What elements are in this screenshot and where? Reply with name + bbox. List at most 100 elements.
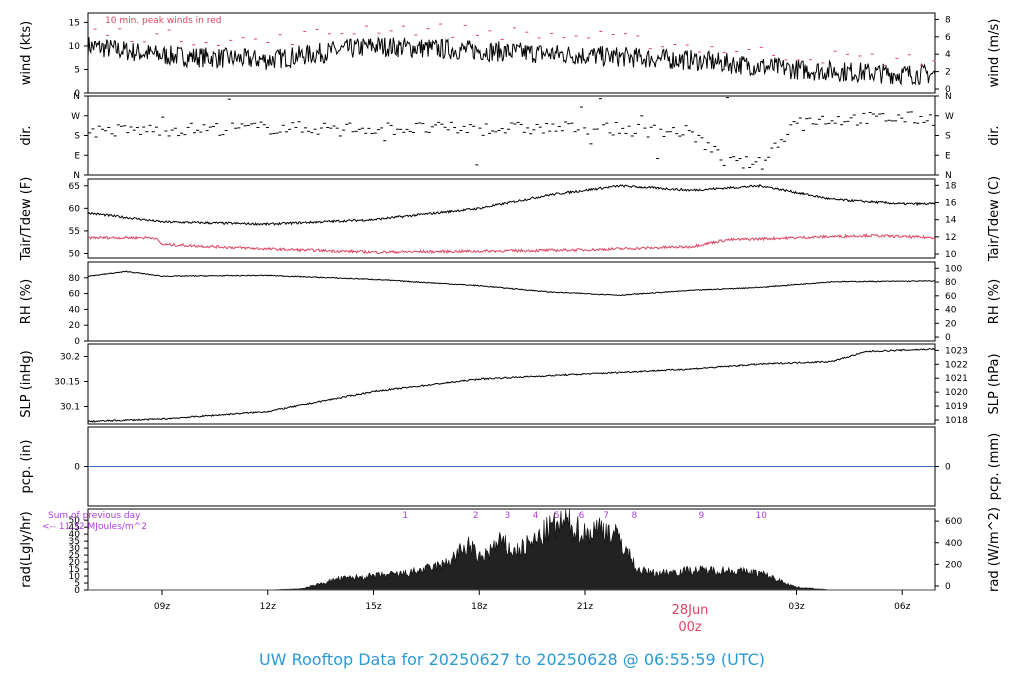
rad-hour-marker: 1	[402, 511, 408, 521]
wind-ylabel: wind (kts)	[19, 21, 34, 85]
dir-frame	[87, 95, 936, 176]
rh-ytick-right-label: 100	[945, 264, 962, 274]
dir-ylabel-right: dir.	[987, 125, 1002, 145]
temp-ytick-right-label: 18	[945, 181, 957, 191]
temp-ylabel-right: Tair/Tdew (C)	[987, 176, 1002, 262]
wind-ylabel-right: wind (m/s)	[987, 19, 1002, 88]
rad-ytick-label: 5	[74, 579, 80, 589]
temp-ytick-right-label: 16	[945, 199, 957, 209]
slp-ylabel: SLP (inHg)	[19, 350, 34, 418]
slp-ytick-right-label: 1020	[945, 388, 968, 398]
rh-ytick-right-label: 40	[945, 306, 957, 316]
x-tick-label: 06z	[894, 602, 910, 612]
rad-ylabel: rad(Lgly/hr)	[19, 511, 34, 587]
x-tick-label: 18z	[471, 602, 487, 612]
rh-ytick-label: 40	[69, 305, 81, 315]
temp-ytick-label: 60	[69, 204, 81, 214]
slp-ytick-right-label: 1021	[945, 374, 968, 384]
rad-hour-marker: 7	[603, 511, 609, 521]
dir-ylabel: dir.	[19, 125, 34, 145]
dir-ytick-right-label: N	[945, 92, 952, 102]
rad-ytick-label: 20	[69, 558, 81, 568]
x-tick-label: 12z	[260, 602, 276, 612]
panel-wind: wind (kts) wind (m/s) 0 5 10 15 0 2 4 6 8 10 min. p…	[19, 12, 1002, 99]
temp-ytick-right-label: 14	[945, 216, 957, 226]
wind-wind-line	[87, 36, 936, 86]
panel-temp: Tair/Tdew (F) Tair/Tdew (C) 50 55 60 65 10 12 14…	[19, 176, 1002, 262]
page-title: UW Rooftop Data for 20250627 to 20250628…	[259, 650, 765, 669]
wind-ytick-label: 5	[74, 65, 80, 75]
rad-ytick-label: 30	[69, 544, 81, 554]
dir-ytick-right-label: N	[945, 171, 952, 181]
rad-ylabel-right: rad (W/m^2)	[987, 507, 1002, 592]
temp-frame	[87, 178, 936, 259]
temp-ytick-right-label: 12	[945, 233, 956, 243]
temp-tdew-line	[87, 232, 936, 255]
slp-ytick-right-label: 1019	[945, 402, 968, 412]
pcp-ylabel: pcp. (in)	[19, 440, 34, 494]
slp-ytick-label: 30.15	[54, 378, 80, 388]
day-marker-date: 28Jun	[672, 603, 709, 618]
rad-hour-marker: 6	[579, 511, 585, 521]
rad-ytick-label: 40	[69, 530, 81, 540]
wind-annotation: 10 min. peak winds in red	[105, 16, 222, 26]
x-tick-label: 21z	[577, 602, 593, 612]
dir-ytick-label: W	[71, 112, 80, 122]
rh-ytick-right-label: 0	[945, 333, 951, 343]
rad-ytick-right-label: 0	[945, 582, 951, 592]
wind-ytick-label: 10	[69, 42, 81, 52]
rh-ylabel-right: RH (%)	[987, 279, 1002, 324]
x-tick-label: 15z	[365, 602, 381, 612]
wind-ytick-label: 0	[74, 89, 80, 99]
dir-ytick-label: N	[73, 171, 80, 181]
x-tick-label: 03z	[788, 602, 804, 612]
wind-ytick-right-label: 8	[945, 15, 951, 25]
rad-ytick-label: 45	[69, 523, 80, 533]
dir-ytick-label: N	[73, 92, 80, 102]
temp-ytick-right-label: 10	[945, 250, 957, 260]
rh-ytick-label: 80	[69, 274, 81, 284]
temp-ylabel: Tair/Tdew (F)	[19, 177, 34, 262]
rh-ylabel: RH (%)	[19, 279, 34, 324]
temp-ytick-label: 55	[69, 227, 80, 237]
rad-ytick-label: 0	[74, 586, 80, 596]
wind-ytick-right-label: 0	[945, 85, 951, 95]
rad-hour-marker: 2	[473, 511, 479, 521]
x-tick-label: 09z	[154, 602, 170, 612]
rh-ytick-right-label: 80	[945, 278, 957, 288]
rad-ytick-label: 25	[69, 551, 80, 561]
panel-rh: RH (%) RH (%) 0 20 40 60 80 0 20 40 60 80 100	[19, 261, 1002, 347]
rad-ytick-label: 10	[69, 572, 81, 582]
panel-dir: dir. dir.N NE ES SW WN N	[19, 92, 1002, 181]
slp-ytick-label: 30.1	[60, 403, 80, 413]
panel-slp: SLP (inHg) SLP (hPa) 30.1 30.15 30.2 1018 1019…	[19, 343, 1002, 426]
dir-ytick-label: S	[74, 132, 80, 142]
rh-ytick-label: 60	[69, 290, 81, 300]
pcp-ytick-right-label: 0	[945, 463, 951, 473]
rh-ytick-right-label: 20	[945, 319, 957, 329]
rad-note-line2: <-- 11.32 MJoules/m^2	[42, 522, 147, 532]
slp-ytick-right-label: 1023	[945, 346, 968, 356]
time-axis: 09z 12z 15z 18z 21z 03z 06z	[154, 590, 911, 612]
slp-ytick-right-label: 1022	[945, 360, 968, 370]
slp-slp-line	[87, 347, 936, 423]
wind-ytick-label: 15	[69, 18, 80, 28]
wind-ytick-right-label: 2	[945, 68, 951, 78]
dir-ytick-right-label: W	[945, 112, 954, 122]
slp-frame	[87, 343, 936, 425]
rad-ytick-right-label: 600	[945, 517, 962, 527]
wind-ytick-right-label: 4	[945, 50, 951, 60]
temp-ytick-label: 50	[69, 249, 81, 259]
pcp-ytick-label: 0	[74, 463, 80, 473]
dir-ytick-right-label: E	[945, 151, 951, 161]
rh-ytick-label: 0	[74, 337, 80, 347]
wind-ytick-right-label: 6	[945, 33, 951, 43]
rad-ytick-label: 50	[69, 516, 81, 526]
rad-area	[88, 508, 935, 591]
rh-ytick-right-label: 60	[945, 292, 957, 302]
rad-ytick-right-label: 200	[945, 560, 962, 570]
slp-ytick-label: 30.2	[60, 353, 80, 363]
rad-hour-marker: 8	[631, 511, 637, 521]
